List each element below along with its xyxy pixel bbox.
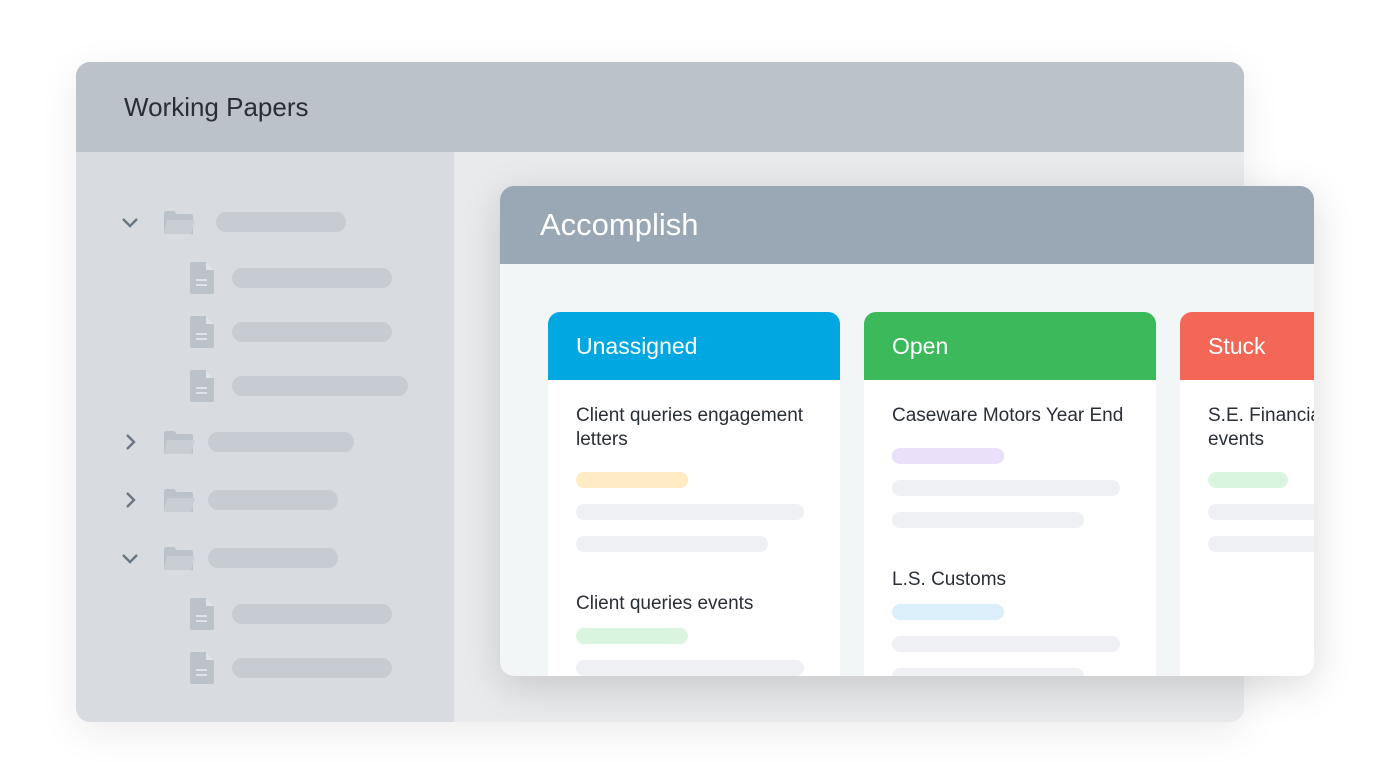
- tag-pill: [892, 448, 1004, 464]
- chevron-down-icon[interactable]: [119, 211, 141, 233]
- chevron-right-icon[interactable]: [119, 431, 141, 453]
- folder-icon: [163, 546, 195, 577]
- file-name-placeholder[interactable]: [232, 376, 408, 396]
- tag-pill: [1208, 472, 1288, 488]
- file-icon: [190, 598, 214, 635]
- file-icon: [190, 652, 214, 689]
- file-icon: [190, 262, 214, 299]
- folder-name-placeholder[interactable]: [208, 490, 338, 510]
- column-label: Open: [892, 332, 949, 359]
- file-name-placeholder[interactable]: [232, 658, 392, 678]
- file-tree-sidebar: [76, 152, 454, 722]
- tag-pill: [576, 472, 688, 488]
- accomplish-header: Accomplish: [500, 186, 1314, 264]
- column-label: Stuck: [1208, 332, 1266, 359]
- chevron-right-icon[interactable]: [119, 489, 141, 511]
- placeholder-line: [576, 660, 804, 676]
- placeholder-line: [1208, 536, 1314, 552]
- file-icon: [190, 316, 214, 353]
- column-label: Unassigned: [576, 332, 698, 359]
- folder-icon: [163, 430, 195, 461]
- file-icon: [190, 370, 214, 407]
- card-title[interactable]: Client queries events: [576, 593, 754, 614]
- window-title: Accomplish: [540, 207, 699, 242]
- column-header: Stuck: [1180, 312, 1314, 380]
- file-name-placeholder[interactable]: [232, 322, 392, 342]
- folder-name-placeholder[interactable]: [216, 212, 346, 232]
- card-title[interactable]: S.E. Financial events: [1208, 405, 1314, 450]
- card-title[interactable]: L.S. Customs: [892, 569, 1007, 590]
- column-open: Open Caseware Motors Year End L.S. Custo…: [864, 312, 1156, 676]
- placeholder-line: [892, 668, 1084, 676]
- placeholder-line: [576, 536, 768, 552]
- tag-pill: [576, 628, 688, 644]
- column-header: Unassigned: [548, 312, 840, 380]
- folder-name-placeholder[interactable]: [208, 548, 338, 568]
- placeholder-line: [892, 512, 1084, 528]
- placeholder-line: [576, 504, 804, 520]
- tag-pill: [892, 604, 1004, 620]
- placeholder-line: [1208, 504, 1314, 520]
- column-header: Open: [864, 312, 1156, 380]
- folder-icon: [163, 210, 195, 241]
- folder-name-placeholder[interactable]: [208, 432, 354, 452]
- folder-icon: [163, 488, 195, 519]
- accomplish-window: Accomplish Unassigned Client queries eng…: [500, 186, 1314, 676]
- file-name-placeholder[interactable]: [232, 268, 392, 288]
- card-title[interactable]: Caseware Motors Year End: [892, 405, 1124, 426]
- column-unassigned: Unassigned Client queries engagement let…: [548, 312, 840, 676]
- working-papers-header: Working Papers: [76, 62, 1244, 152]
- column-stuck: Stuck S.E. Financial events: [1180, 312, 1314, 676]
- placeholder-line: [892, 636, 1120, 652]
- file-name-placeholder[interactable]: [232, 604, 392, 624]
- chevron-down-icon[interactable]: [119, 547, 141, 569]
- placeholder-line: [892, 480, 1120, 496]
- window-title: Working Papers: [124, 91, 309, 122]
- card-title[interactable]: Client queries engagement letters: [576, 405, 804, 450]
